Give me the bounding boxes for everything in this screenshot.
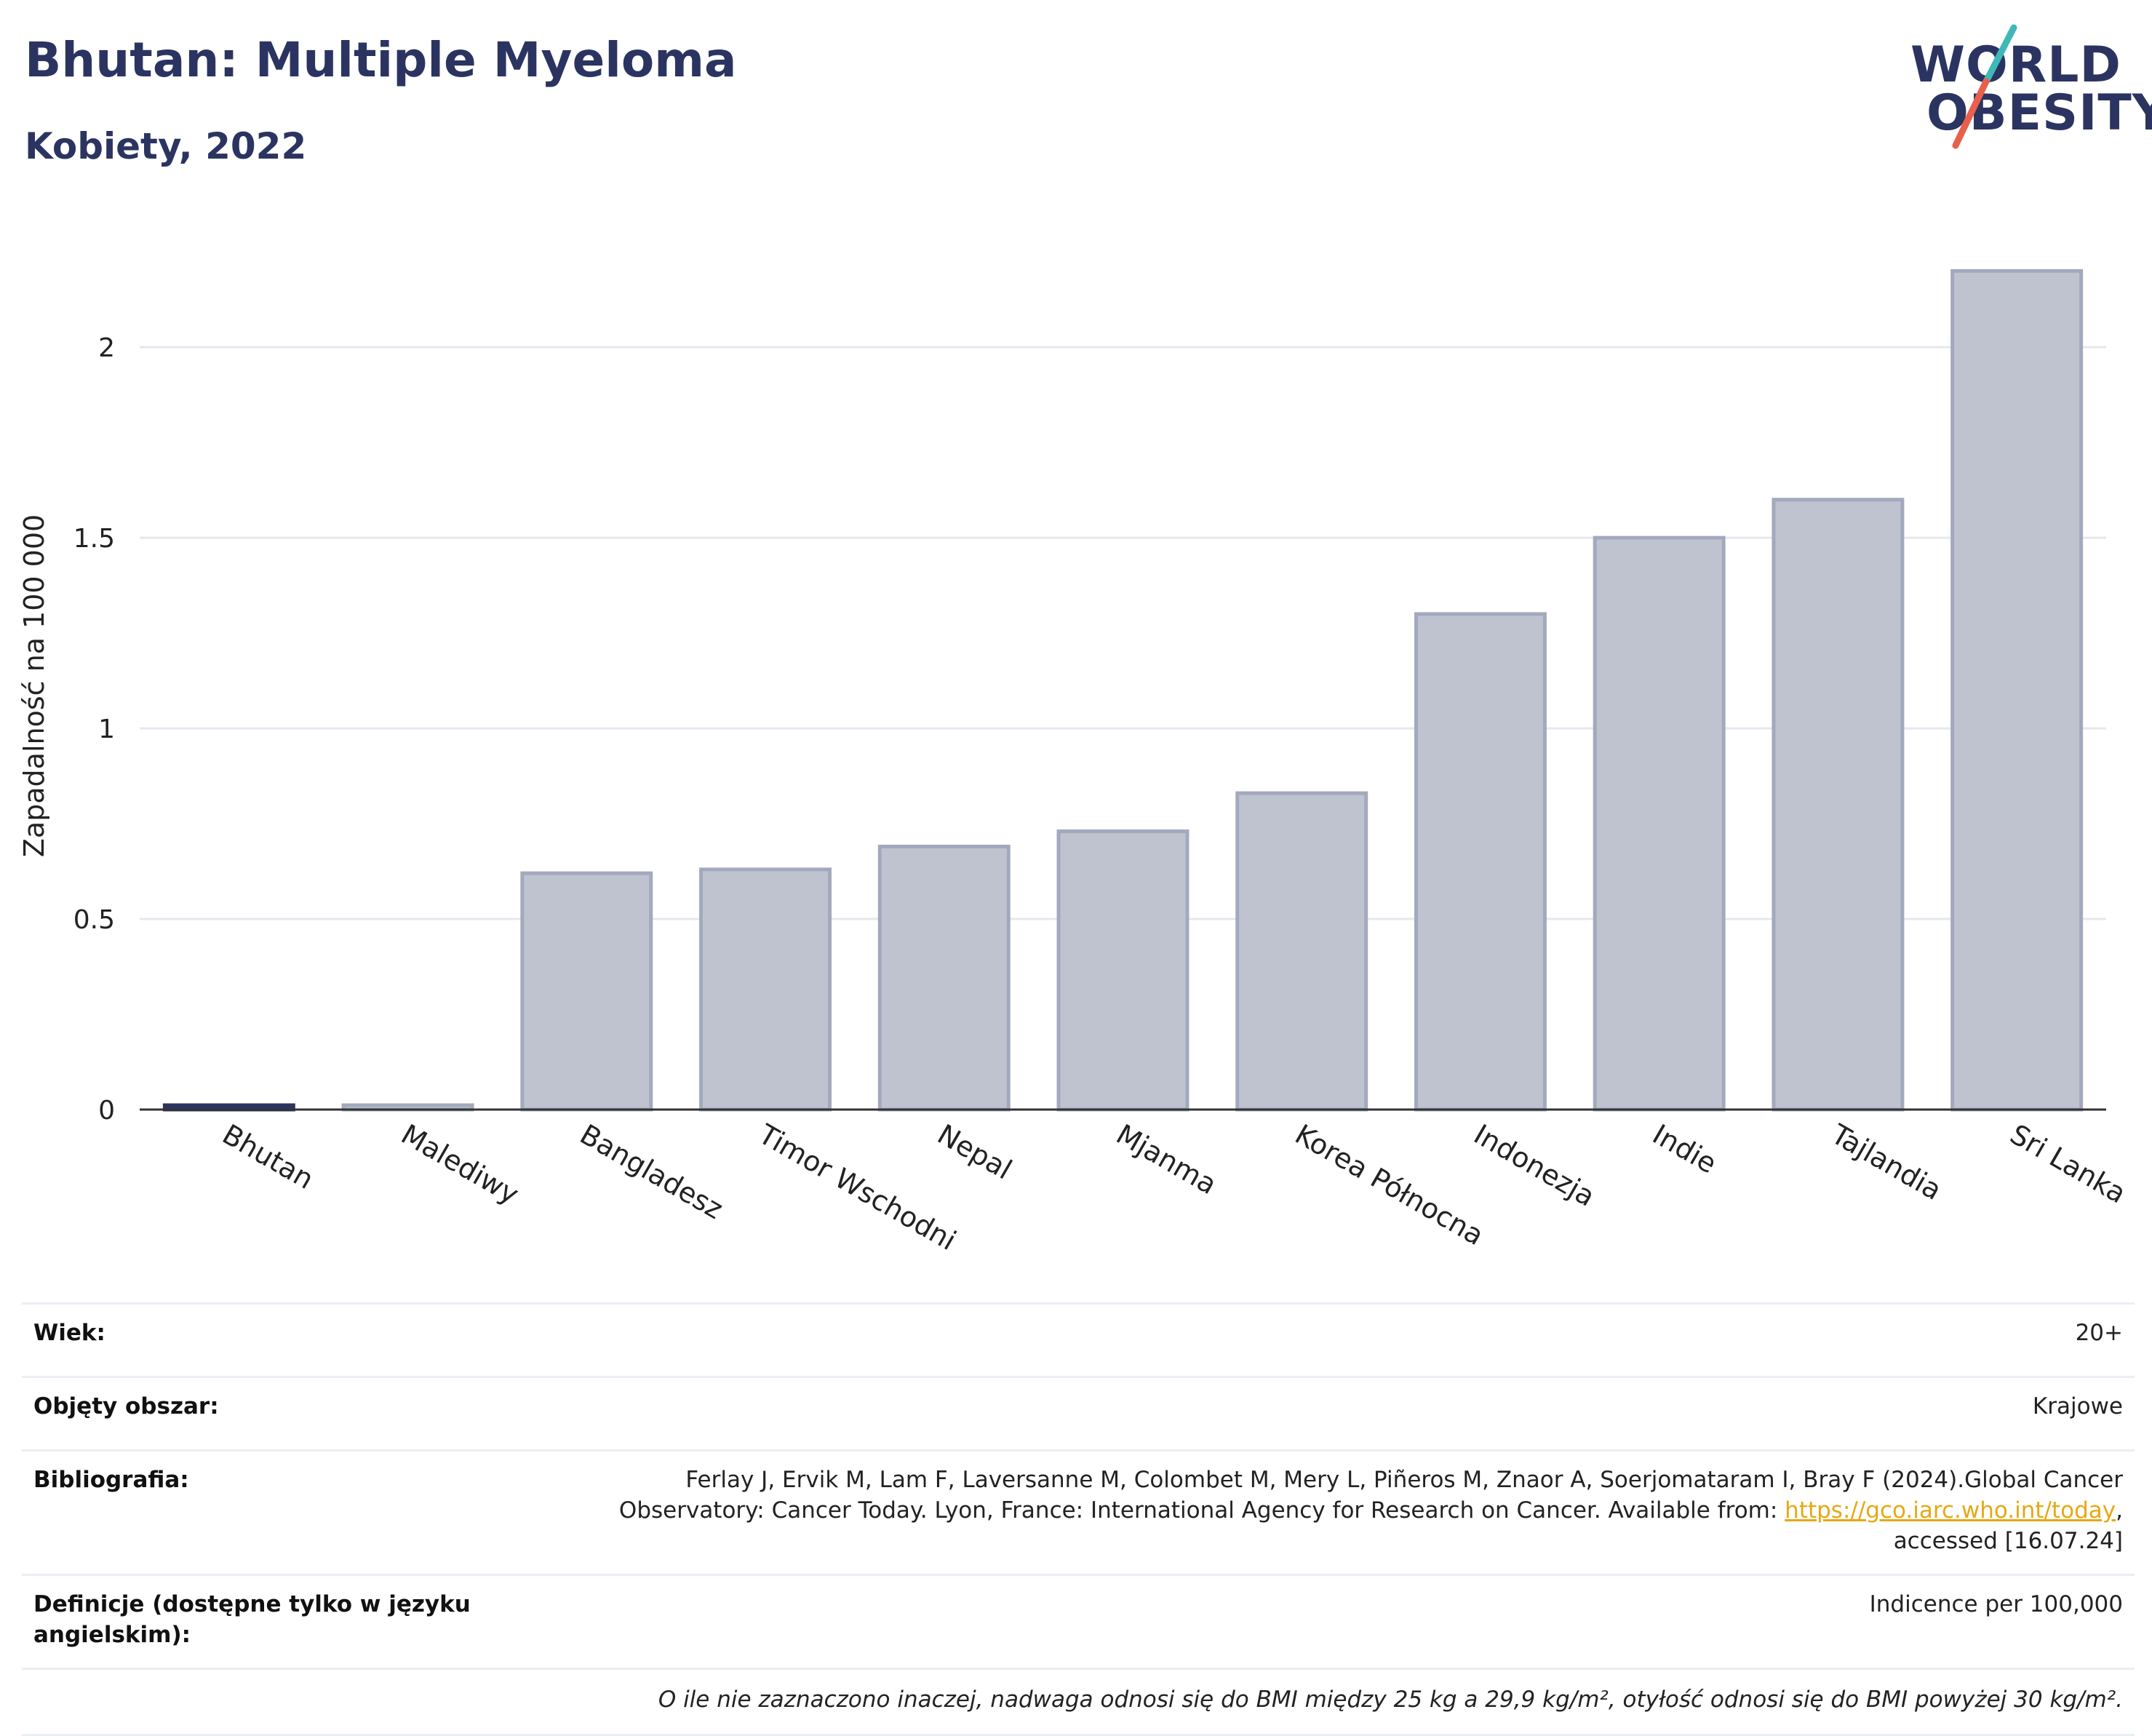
- bar: [1056, 829, 1189, 1112]
- gco-link[interactable]: https://gco.iarc.who.int/today: [1785, 1497, 2116, 1524]
- meta-row-bibliography: Bibliografia: Ferlay J, Ervik M, Lam F, …: [22, 1449, 2135, 1574]
- x-tick-label: Indie: [1647, 1118, 1722, 1180]
- x-tick-label: Korea Północna: [1290, 1118, 1489, 1252]
- meta-row-coverage: Objęty obszar: Krajowe: [22, 1376, 2135, 1449]
- x-tick-label: Indonezja: [1468, 1118, 1600, 1213]
- age-label: Wiek:: [33, 1320, 105, 1346]
- bar: [1414, 612, 1547, 1112]
- y-tick-label: 2: [98, 333, 115, 363]
- bar: [699, 867, 832, 1112]
- coverage-value: Krajowe: [2032, 1393, 2123, 1420]
- age-value: 20+: [2075, 1320, 2123, 1346]
- x-tick-label: Tajlandia: [1825, 1118, 1947, 1206]
- bmi-note: O ile nie zaznaczono inaczej, nadwaga od…: [658, 1687, 2123, 1713]
- definitions-label-line-2: angielskim):: [33, 1622, 191, 1648]
- definitions-label-line-1: Definicje (dostępne tylko w języku: [33, 1591, 471, 1617]
- logo-slash-icon: [1952, 24, 2017, 149]
- x-tick-label: Sri Lanka: [2005, 1118, 2132, 1210]
- x-tick-label: Timor Wschodni: [753, 1118, 962, 1257]
- y-tick-label: 0: [98, 1096, 115, 1126]
- meta-row-age: Wiek: 20+: [22, 1302, 2135, 1376]
- bar: [1235, 791, 1368, 1112]
- bar: [520, 871, 653, 1112]
- x-tick-label: Bhutan: [217, 1118, 319, 1195]
- bibliography-comma: ,: [2116, 1497, 2123, 1524]
- y-axis-label: Zapadalność na 100 000: [18, 514, 50, 857]
- bars: [162, 268, 2084, 1112]
- bibliography-line-2: Observatory: Cancer Today. Lyon, France:…: [22, 1495, 2135, 1526]
- world-obesity-logo: WORLD OBESITY: [1899, 22, 2152, 153]
- bar: [877, 845, 1011, 1112]
- metadata-table: Wiek: 20+ Objęty obszar: Krajowe Bibliog…: [22, 1302, 2135, 1736]
- bibliography-line-2-text: Observatory: Cancer Today. Lyon, France:…: [618, 1497, 1785, 1524]
- x-tick-label: Mjanma: [1111, 1118, 1222, 1201]
- y-tick-label: 1.5: [73, 524, 115, 554]
- y-tick-labels: 0 0.5 1 1.5 2: [73, 333, 115, 1126]
- coverage-label: Objęty obszar:: [33, 1393, 219, 1420]
- chart-subtitle: Kobiety, 2022: [25, 125, 307, 167]
- bar-chart: 0 0.5 1 1.5 2 Bhutan Malediwy Bangladesz Timor …: [18, 268, 2132, 1257]
- definitions-label: Definicje (dostępne tylko w języku angie…: [33, 1589, 471, 1650]
- bibliography-label: Bibliografia:: [33, 1467, 189, 1493]
- chart-title: Bhutan: Multiple Myeloma: [25, 32, 737, 88]
- bar: [1772, 498, 1905, 1112]
- meta-row-definitions: Definicje (dostępne tylko w języku angie…: [22, 1574, 2135, 1668]
- bar: [1593, 535, 1726, 1112]
- x-tick-label: Malediwy: [396, 1118, 524, 1211]
- x-tick-label: Bangladesz: [575, 1118, 728, 1225]
- bibliography-line-1: Ferlay J, Ervik M, Lam F, Laversanne M, …: [685, 1467, 2123, 1493]
- logo-word-world: WORLD: [1910, 36, 2121, 94]
- x-tick-labels: Bhutan Malediwy Bangladesz Timor WschodniNe…: [217, 1118, 2131, 1257]
- bar: [1950, 268, 2084, 1112]
- y-tick-label: 1: [98, 714, 115, 744]
- y-tick-label: 0.5: [73, 905, 115, 935]
- definitions-value: Indicence per 100,000: [1869, 1591, 2123, 1617]
- bibliography-line-3: accessed [16.07.24]: [1893, 1528, 2123, 1554]
- meta-row-note: O ile nie zaznaczono inaczej, nadwaga od…: [22, 1668, 2135, 1736]
- x-tick-label: Nepal: [932, 1118, 1017, 1186]
